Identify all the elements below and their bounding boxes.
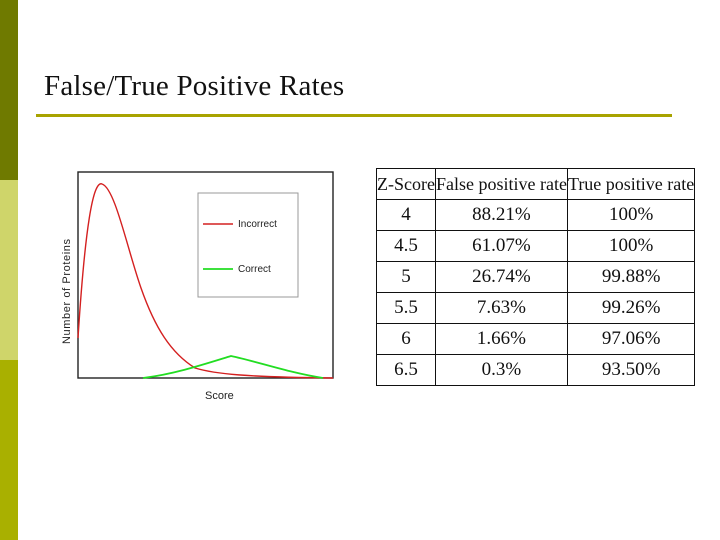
incorrect-curve	[77, 183, 334, 379]
cell-false-positive-rate: 1.66%	[434, 323, 568, 355]
table-row: 6.5 0.3% 93.50%	[376, 354, 696, 386]
plot-frame	[77, 171, 334, 379]
cell-true-positive-rate: 100%	[566, 230, 696, 262]
correct-curve	[142, 355, 324, 379]
x-axis-label: Score	[205, 390, 234, 402]
sidebar-stripe-dark	[0, 0, 18, 180]
cell-z-score: 6.5	[376, 354, 436, 386]
cell-z-score: 4	[376, 199, 436, 231]
header-true-positive-rate: True positive rate	[566, 168, 696, 200]
table-header-row: Z-Score False positive rate True positiv…	[376, 168, 696, 200]
table-row: 6 1.66% 97.06%	[376, 323, 696, 355]
legend-label-correct: Correct	[238, 264, 271, 275]
cell-z-score: 5.5	[376, 292, 436, 324]
legend-label-incorrect: Incorrect	[238, 219, 277, 230]
table-row: 4 88.21% 100%	[376, 199, 696, 231]
sidebar-stripe-light	[0, 180, 18, 360]
cell-true-positive-rate: 93.50%	[566, 354, 696, 386]
table-row: 4.5 61.07% 100%	[376, 230, 696, 262]
header-false-positive-rate: False positive rate	[434, 168, 568, 200]
cell-false-positive-rate: 26.74%	[434, 261, 568, 293]
rates-table: Z-Score False positive rate True positiv…	[376, 168, 696, 386]
cell-false-positive-rate: 0.3%	[434, 354, 568, 386]
cell-true-positive-rate: 97.06%	[566, 323, 696, 355]
table-row: 5.5 7.63% 99.26%	[376, 292, 696, 324]
cell-z-score: 6	[376, 323, 436, 355]
cell-z-score: 4.5	[376, 230, 436, 262]
cell-false-positive-rate: 88.21%	[434, 199, 568, 231]
header-z-score: Z-Score	[376, 168, 436, 200]
cell-z-score: 5	[376, 261, 436, 293]
cell-false-positive-rate: 61.07%	[434, 230, 568, 262]
title-underline	[36, 114, 672, 117]
sidebar-stripe-mid	[0, 360, 18, 540]
legend-box	[197, 192, 299, 298]
slide-title: False/True Positive Rates	[44, 70, 345, 102]
score-distribution-chart: Incorrect Correct Score Number of Protei…	[55, 168, 345, 408]
table-row: 5 26.74% 99.88%	[376, 261, 696, 293]
cell-true-positive-rate: 99.26%	[566, 292, 696, 324]
y-axis-label: Number of Proteins	[61, 238, 73, 344]
cell-true-positive-rate: 100%	[566, 199, 696, 231]
cell-true-positive-rate: 99.88%	[566, 261, 696, 293]
chart-svg: Incorrect Correct Score Number of Protei…	[61, 171, 334, 402]
cell-false-positive-rate: 7.63%	[434, 292, 568, 324]
